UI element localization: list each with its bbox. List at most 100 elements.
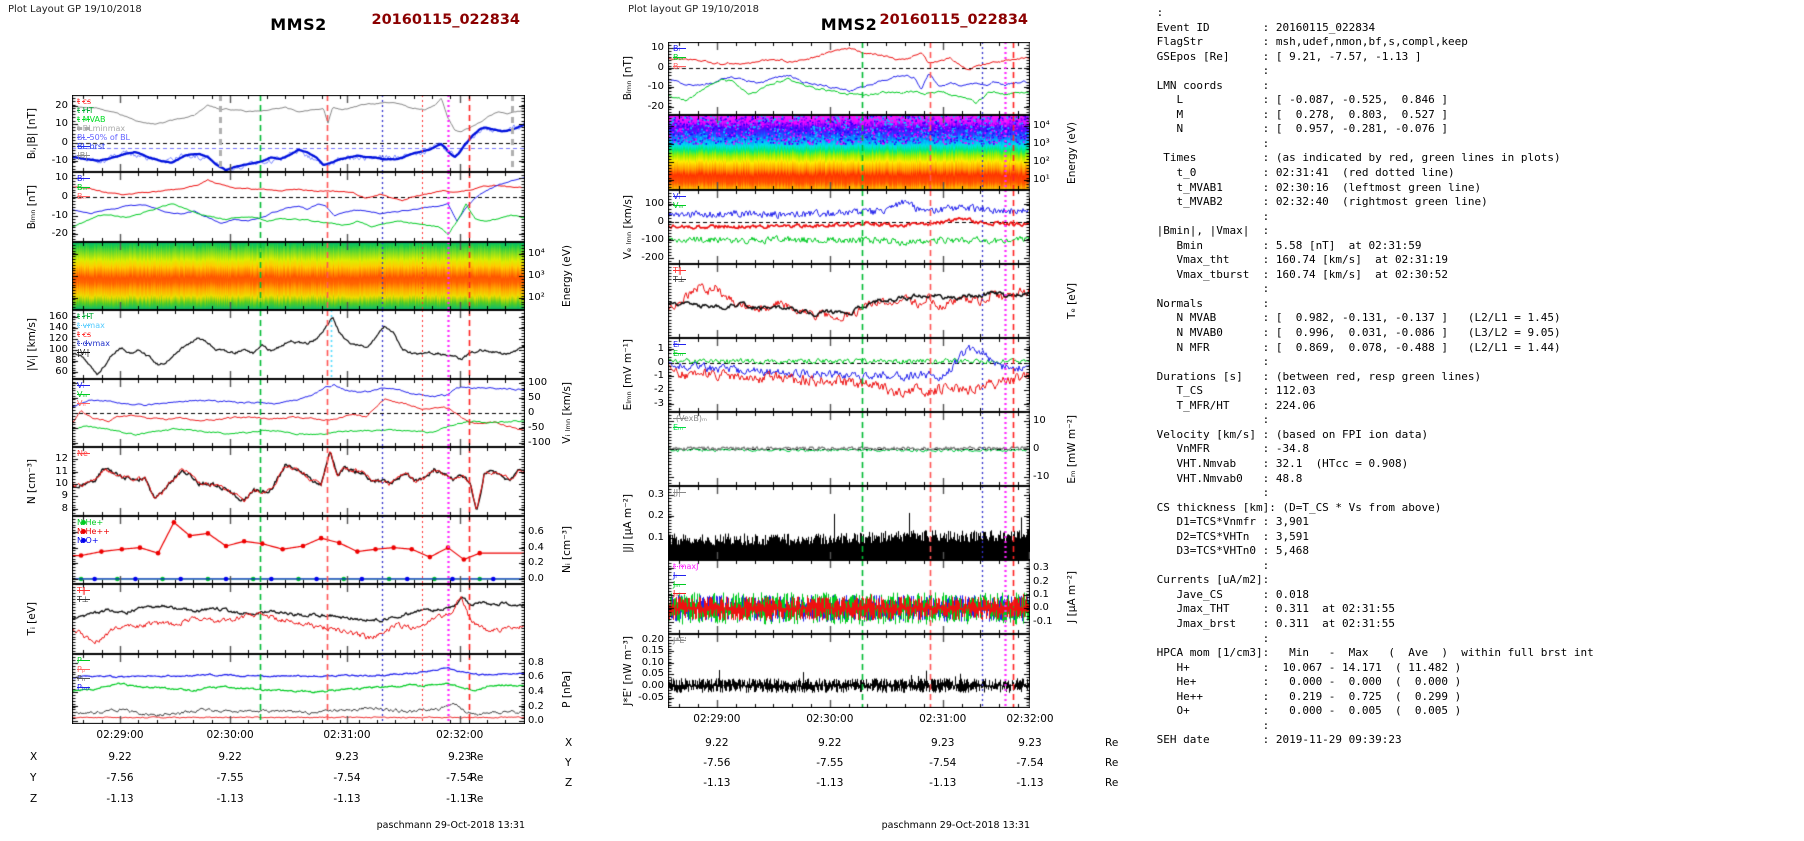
legend-swatch-icon (81, 529, 86, 534)
legend-swatch-icon (673, 48, 686, 49)
plot-stack: Bₗₘₙ [nT] 10 0 -10 -20 Bₗ Bₘ Bₙ 10⁴ 10³ 10² 10¹ Ener… (540, 0, 1118, 841)
ephemeris-value: -1.13 (703, 777, 731, 789)
y-tick-label: 0.00 (641, 680, 664, 692)
legend-swatch-icon (77, 660, 90, 661)
legend-label: P (77, 656, 82, 665)
right-tick-label: 0.6 (528, 671, 544, 683)
legend-label: |Vᵢ| (77, 348, 90, 357)
ephemeris-value: 9.22 (108, 751, 132, 763)
time-tick-label: 02:30:00 (806, 713, 854, 725)
subplot-vi-lmn (72, 379, 525, 447)
ephemeris-value: -1.13 (106, 793, 134, 805)
legend-swatch-icon (673, 57, 686, 58)
y-tick-label: 0 (61, 190, 68, 202)
ephemeris-value: -1.13 (333, 793, 361, 805)
ephemeris-unit: Re (470, 772, 484, 784)
legend-label: Vₙ (77, 399, 86, 408)
legend-swatch-icon (673, 196, 686, 197)
legend-swatch-icon (77, 196, 90, 197)
legend-label: T∥ (77, 586, 86, 595)
legend-swatch-icon (673, 279, 686, 280)
right-tick-label: 10⁴ (1033, 119, 1050, 131)
legend-label: |B| (77, 151, 88, 160)
right-tick-label: 0.0 (528, 715, 544, 727)
y-axis-label: Tᵢ [eV] (25, 602, 38, 636)
layout-note: Plot layout GP 19/10/2018 (628, 4, 760, 15)
right-tick-label: 0.2 (528, 700, 544, 712)
y-tick-label: 140 (48, 321, 68, 333)
legend-swatch-icon (673, 344, 686, 345)
y-tick-label: 0 (61, 136, 68, 148)
legend-swatch-icon (77, 119, 90, 120)
legend-label: Vₗ (673, 192, 680, 201)
legend-swatch-icon (77, 325, 90, 326)
legend-label: -(VexB)ₘ (673, 414, 707, 423)
right-tick-label: 0.6 (528, 525, 544, 537)
y-tick-label: 0.1 (648, 532, 664, 544)
right-tick-label: 100 (528, 377, 548, 389)
legend-label: t vmax (77, 321, 105, 330)
subplot-j-magnitude (668, 486, 1030, 560)
legend-swatch-icon (77, 101, 90, 102)
subplot-electron-spectrogram (668, 115, 1030, 190)
legend-label: Bₘ (77, 183, 88, 192)
plot-stack: Bₗ,|B| [nT] 20 10 0 -10 t cs t HT t MVAB t BLmin… (0, 0, 573, 841)
ephemeris-row-label: Z (30, 793, 38, 805)
legend-label: t cs (77, 97, 92, 106)
middle-plot-panel: Plot layout GP 19/10/2018 MMS2 20160115_… (540, 0, 1118, 841)
subplot-ion-temperature (72, 584, 525, 654)
ephemeris-value: -7.54 (446, 772, 474, 784)
legend-swatch-icon (77, 687, 90, 688)
legend-swatch-icon (77, 146, 90, 147)
y-tick-label: -200 (641, 251, 664, 263)
right-tick-label: 0.4 (528, 685, 544, 697)
legend-swatch-icon (673, 270, 686, 271)
y-tick-label: 20 (55, 100, 68, 111)
legend-label: t dvmax (77, 339, 110, 348)
legend-label: t MVAB (77, 115, 106, 124)
legend-label: Eₗ (673, 340, 680, 349)
ephemeris-row-label: X (30, 751, 38, 763)
time-tick-label: 02:29:00 (693, 713, 741, 725)
right-tick-label: 10⁴ (528, 248, 545, 260)
right-tick-label: 50 (528, 392, 541, 404)
ephemeris-row-label: X (565, 737, 573, 749)
time-tick-label: 02:32:00 (436, 729, 484, 741)
legend-swatch-icon (673, 418, 686, 419)
legend-label: Jₗ (673, 571, 677, 580)
ephemeris-value: -7.54 (1016, 757, 1044, 769)
time-tick-label: 02:32:00 (1006, 713, 1054, 725)
ephemeris-value: 9.23 (931, 737, 955, 749)
legend-swatch-icon (77, 343, 90, 344)
y-tick-label: 1 (657, 342, 664, 354)
y-tick-label: 0.05 (641, 668, 664, 680)
right-tick-label: 10² (1033, 155, 1050, 167)
legend-label: BL brst (77, 142, 106, 151)
subplot-vi-mag (72, 310, 525, 379)
ephemeris-value: -1.13 (929, 777, 957, 789)
ephemeris-value: 9.23 (335, 751, 359, 763)
ephemeris-value: -7.55 (816, 757, 844, 769)
y-tick-label: -20 (51, 228, 68, 240)
legend-swatch-icon (77, 352, 90, 353)
legend-label: J*E' (673, 636, 687, 645)
legend-label: Ne (77, 449, 88, 458)
y-tick-label: -1 (654, 370, 664, 382)
y-tick-label: 100 (644, 197, 664, 209)
legend-label: t BLminmax (77, 124, 126, 133)
y-tick-label: 10 (651, 41, 664, 53)
ephemeris-value: -1.13 (446, 793, 474, 805)
legend-swatch-icon (673, 353, 686, 354)
time-tick-label: 02:31:00 (919, 713, 967, 725)
ephemeris-value: 9.22 (705, 737, 729, 749)
spacecraft-title: MMS2 (270, 15, 327, 34)
y-tick-label: -100 (641, 233, 664, 245)
ephemeris-value: 9.22 (818, 737, 842, 749)
y-tick-label: -20 (647, 101, 664, 113)
legend-label: BL 50% of BL (77, 133, 131, 142)
y-tick-label: 0.15 (641, 645, 664, 657)
subplot-density (72, 447, 525, 516)
layout-note: Plot Layout GP 19/10/2018 (8, 4, 142, 15)
right-tick-label: 10¹ (1033, 173, 1050, 185)
